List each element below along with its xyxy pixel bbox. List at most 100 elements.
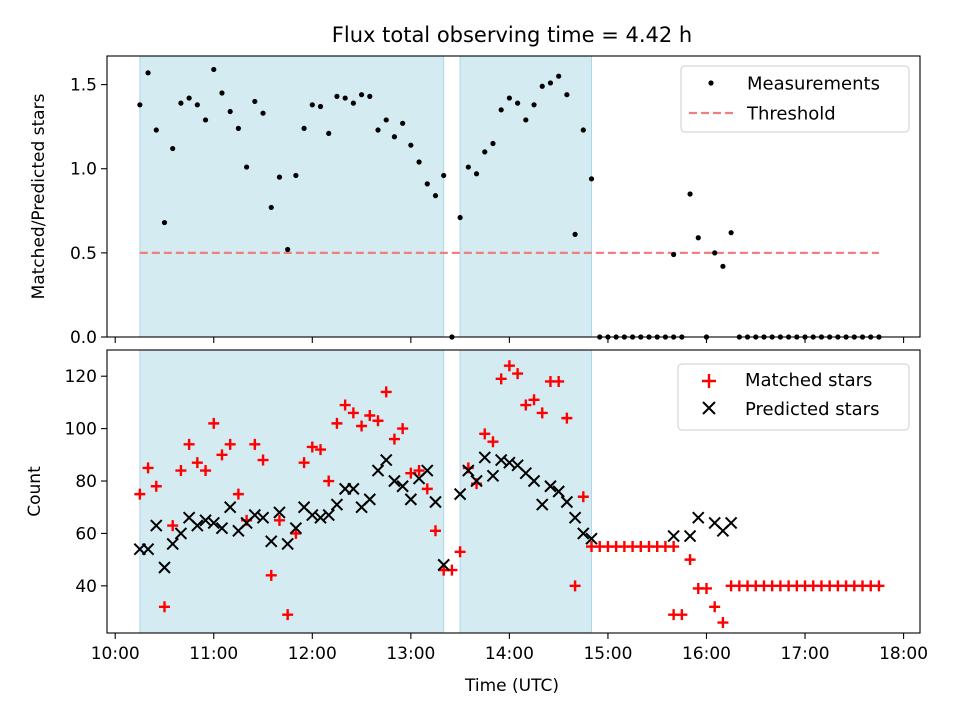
ratio-y-tick-label: 0.5 bbox=[70, 244, 97, 264]
matched-star-point-16-10 bbox=[717, 617, 729, 629]
matched-star-point-10-45 bbox=[183, 438, 195, 450]
measurement-point-11-00 bbox=[211, 66, 217, 73]
matched-star-point-13-30 bbox=[454, 546, 466, 558]
matched-star-point-14-45 bbox=[577, 491, 589, 503]
matched-star-point-13-10 bbox=[421, 483, 433, 495]
measurement-point-10-30 bbox=[161, 219, 168, 226]
matched-star-point-14-00 bbox=[503, 360, 515, 372]
measurement-point-10-55 bbox=[202, 117, 209, 123]
ratio-y-tick-label: 1.5 bbox=[70, 76, 97, 96]
legend-predicted-label: Predicted stars bbox=[745, 399, 879, 420]
matched-star-point-15-40 bbox=[668, 541, 680, 553]
measurement-point-11-05 bbox=[219, 90, 225, 96]
predicted-star-point-13-15 bbox=[429, 495, 442, 509]
matched-star-point-12-45 bbox=[380, 386, 392, 398]
measurement-point-12-55 bbox=[400, 120, 406, 126]
time-x-tick-label: 14:00 bbox=[485, 644, 534, 664]
count-legend: Matched stars Predicted stars bbox=[677, 363, 910, 431]
measurement-point-10-25 bbox=[153, 127, 159, 133]
ratio-x-ticks bbox=[114, 337, 905, 343]
matched-star-point-12-40 bbox=[372, 415, 384, 427]
predicted-star-point-11-45 bbox=[281, 537, 294, 551]
measurement-point-14-05 bbox=[515, 100, 521, 106]
matched-star-point-11-55 bbox=[298, 457, 310, 469]
matched-star-point-11-15 bbox=[232, 488, 244, 500]
matched-star-point-11-30 bbox=[257, 454, 269, 466]
measurement-point-12-10 bbox=[326, 130, 332, 137]
matched-star-point-10-30 bbox=[158, 601, 170, 613]
count-y-tick-label: 60 bbox=[75, 524, 97, 544]
measurement-point-16-05 bbox=[712, 250, 718, 256]
predicted-star-point-14-50 bbox=[585, 532, 598, 545]
predicted-stars-points bbox=[133, 451, 738, 574]
matched-star-point-13-45 bbox=[479, 428, 491, 440]
matched-star-point-12-55 bbox=[397, 423, 409, 435]
measurement-point-11-55 bbox=[301, 125, 307, 131]
count-panel: 40 60 80 100 120 10:00 11:00 12:00 13:00 14:00 15… bbox=[25, 349, 928, 696]
predicted-star-point-12-05 bbox=[314, 511, 327, 524]
measurement-point-10-40 bbox=[178, 100, 184, 106]
predicted-star-point-12-35 bbox=[363, 493, 376, 506]
count-plot-frame bbox=[106, 349, 921, 634]
predicted-star-point-12-15 bbox=[330, 498, 344, 511]
count-y-axis: 40 60 80 100 120 bbox=[65, 367, 107, 597]
matched-star-point-10-50 bbox=[191, 457, 203, 469]
measurement-point-11-15 bbox=[235, 125, 241, 131]
legend-measurements-marker bbox=[708, 80, 714, 86]
count-y-label: Count bbox=[25, 466, 45, 517]
measurement-point-10-45 bbox=[186, 95, 192, 101]
matched-star-point-12-25 bbox=[347, 407, 359, 419]
time-x-tick-label: 17:00 bbox=[781, 644, 830, 664]
matched-star-point-11-45 bbox=[282, 609, 294, 621]
measurement-point-13-30 bbox=[457, 214, 463, 221]
predicted-star-point-11-05 bbox=[215, 521, 229, 535]
count-y-tick-label: 100 bbox=[65, 420, 97, 440]
matched-star-point-10-20 bbox=[142, 462, 154, 474]
predicted-star-point-11-00 bbox=[207, 516, 220, 530]
ratio-panel: 0.0 0.5 1.0 1.5 Matched/Predicted stars Mea… bbox=[29, 55, 921, 348]
legend-measurements-label: Measurements bbox=[747, 74, 880, 95]
measurement-point-10-50 bbox=[194, 102, 200, 108]
measurement-point-12-40 bbox=[375, 127, 381, 133]
predicted-star-point-14-20 bbox=[536, 498, 549, 511]
legend-matched-marker bbox=[702, 374, 716, 388]
matched-star-point-16-05 bbox=[709, 601, 721, 613]
predicted-star-point-16-15 bbox=[724, 516, 738, 530]
matched-star-point-11-25 bbox=[249, 438, 261, 450]
measurement-point-14-40 bbox=[572, 231, 578, 237]
predicted-star-point-13-40 bbox=[470, 474, 483, 488]
ratio-y-axis: 0.0 0.5 1.0 1.5 bbox=[70, 76, 107, 348]
measurement-point-12-05 bbox=[317, 103, 324, 110]
predicted-star-point-14-00 bbox=[503, 456, 516, 469]
measurement-point-12-25 bbox=[350, 100, 356, 106]
matched-star-point-11-50 bbox=[290, 527, 302, 539]
measurement-point-12-00 bbox=[309, 102, 315, 108]
matched-star-point-14-35 bbox=[561, 412, 573, 424]
time-x-tick-label: 13:00 bbox=[386, 644, 435, 664]
matched-star-point-12-00 bbox=[306, 441, 318, 453]
matched-star-point-14-30 bbox=[553, 375, 565, 387]
time-x-label: Time (UTC) bbox=[464, 676, 559, 696]
time-x-tick-label: 12:00 bbox=[288, 644, 337, 664]
matched-star-point-12-10 bbox=[323, 475, 335, 487]
predicted-star-point-12-40 bbox=[371, 464, 385, 477]
matched-star-point-16-00 bbox=[700, 582, 712, 594]
matched-star-point-13-05 bbox=[413, 465, 425, 477]
matched-star-point-12-15 bbox=[331, 417, 343, 429]
predicted-star-point-11-40 bbox=[273, 506, 286, 519]
measurement-point-12-15 bbox=[334, 93, 340, 99]
count-y-tick-label: 80 bbox=[75, 472, 97, 492]
measurement-point-13-00 bbox=[408, 142, 414, 148]
predicted-star-point-13-55 bbox=[494, 453, 508, 467]
time-x-axis: 10:00 11:00 12:00 13:00 14:00 15:00 16:00 17:00… bbox=[91, 633, 928, 664]
predicted-star-point-11-50 bbox=[289, 521, 303, 535]
measurement-point-16-15 bbox=[728, 230, 734, 236]
time-x-tick-label: 16:00 bbox=[682, 644, 731, 664]
matched-star-point-10-40 bbox=[175, 465, 187, 477]
predicted-star-point-11-35 bbox=[265, 535, 278, 548]
predicted-star-point-14-40 bbox=[568, 511, 582, 524]
measurement-point-14-00 bbox=[506, 95, 512, 101]
matched-star-point-12-05 bbox=[315, 444, 327, 456]
ratio-plot-frame bbox=[106, 55, 921, 338]
